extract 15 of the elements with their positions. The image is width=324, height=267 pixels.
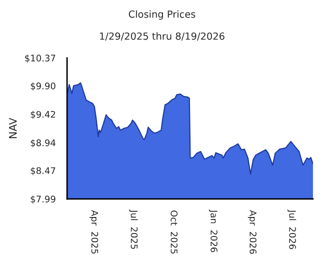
- y-tick-label: $9.90: [30, 82, 56, 91]
- y-axis-title: NAV: [9, 118, 17, 138]
- y-tick-label: $7.99: [30, 195, 56, 204]
- x-tick-label: Apr 2026: [248, 210, 256, 254]
- x-tick-label: Jan 2026: [208, 210, 218, 252]
- x-tick-label: Apr 2025: [90, 210, 98, 254]
- chart-subtitle: 1/29/2025 thru 8/19/2026: [100, 32, 224, 41]
- y-tick-label: $8.47: [30, 167, 56, 176]
- x-tick-label: Oct 2025: [170, 210, 178, 254]
- x-tick-label: Jul 2026: [287, 210, 296, 250]
- y-tick-label: $8.94: [30, 139, 56, 148]
- y-tick-label: $10.37: [25, 54, 56, 63]
- x-tick-label: Jul 2025: [129, 210, 138, 249]
- y-tick-label: $9.42: [30, 110, 56, 119]
- chart-title: Closing Prices: [128, 10, 196, 20]
